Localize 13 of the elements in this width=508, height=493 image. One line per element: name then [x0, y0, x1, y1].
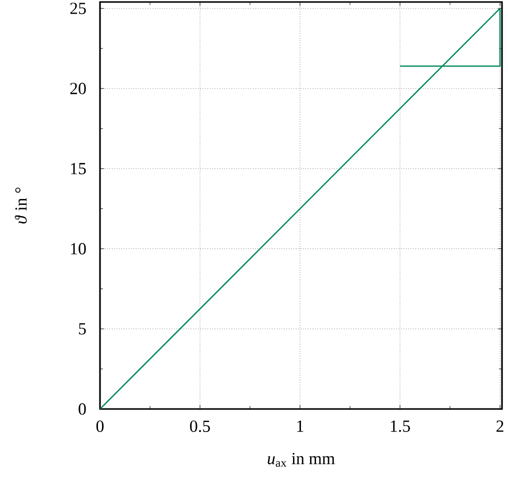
x-tick-label: 1 — [297, 420, 304, 432]
y-tick-label: 0 — [78, 403, 86, 415]
y-tick-label: 5 — [78, 323, 86, 335]
y-tick-label: 10 — [71, 243, 86, 254]
x-tick-label: 0.5 — [190, 420, 210, 432]
x-tick-label: 2 — [496, 420, 504, 432]
x-tick-label: 1.5 — [390, 420, 410, 432]
y-tick-label: 20 — [70, 82, 86, 94]
y-axis-title: ϑ in ° — [14, 188, 27, 224]
y-tick-label: 25 — [70, 2, 86, 14]
x-axis-title: u$_{ax}$ in mm — [268, 452, 335, 467]
y-tick-label: 15 — [71, 162, 86, 174]
x-tick-label: 0 — [96, 420, 104, 432]
